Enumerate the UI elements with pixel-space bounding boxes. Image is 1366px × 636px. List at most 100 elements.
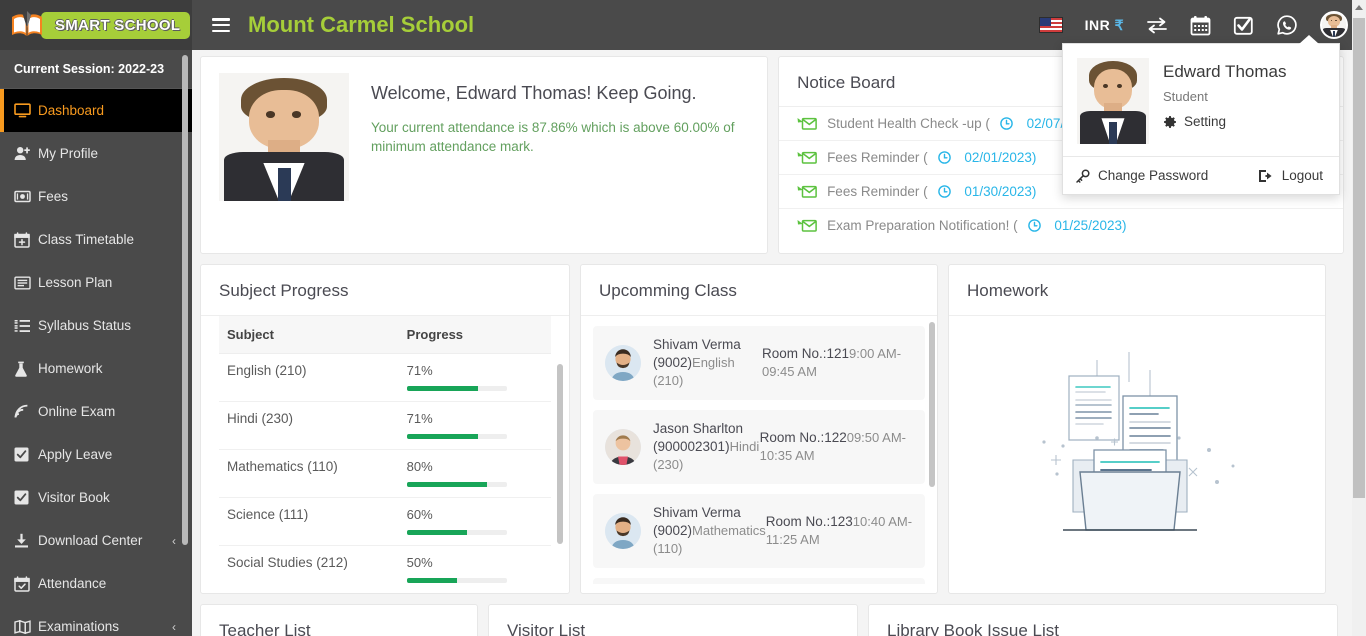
calendar-check-icon [14,575,38,592]
progress-percent: 80% [406,459,433,474]
avatar[interactable] [1320,11,1348,39]
progress-bar [406,434,507,439]
user-role: Student [1163,89,1208,104]
sidebar-item-examinations[interactable]: Examinations ‹ [0,605,192,636]
calendar-icon[interactable] [1190,15,1211,36]
notice-text: Exam Preparation Notification! ( [827,218,1018,233]
teacher-name: Shivam Verma (9002) [653,505,741,538]
setting-link[interactable]: Setting [1163,114,1286,129]
clock-icon [1027,219,1041,232]
scroll-up-arrow-icon[interactable] [1355,5,1363,10]
subject-name: Science (111) [219,497,399,546]
menu-toggle-icon[interactable] [212,18,230,32]
chevron-left-icon: ‹ [172,619,176,634]
sidebar-item-my-profile[interactable]: My Profile [0,132,192,175]
upcoming-class-item[interactable]: Shivam Verma (9002)Mathematics (110) Room… [593,494,925,568]
upcoming-class-panel: Upcomming Class Shivam Verma (9002)Engli… [580,264,938,594]
clock-icon [937,185,951,198]
teacher-avatar [605,513,641,549]
subject-name: English (210) [219,353,399,402]
change-password-label: Change Password [1098,168,1209,183]
dropdown-arrow [1299,35,1319,44]
change-password-link[interactable]: Change Password [1075,168,1208,183]
book-open-icon [14,619,38,634]
sidebar-nav: Dashboard My Profile Fees Class Timetable Le… [0,89,192,636]
sidebar-item-dashboard[interactable]: Dashboard [0,89,192,132]
envelope-icon [797,184,817,199]
sidebar-item-label: Syllabus Status [38,318,132,333]
progress-bar [406,578,507,583]
task-check-icon[interactable] [1233,15,1254,36]
notice-item[interactable]: Fees Reminder ( 01/30/2023) [779,175,1343,209]
attendance-message: Your current attendance is 87.86% which … [371,120,735,154]
sidebar-item-label: Visitor Book [38,490,110,505]
sidebar-item-syllabus-status[interactable]: Syllabus Status [0,304,192,347]
subject-name: Mathematics (110) [219,449,399,498]
check-square-icon [14,447,38,462]
progress-bar [406,482,507,487]
logout-link[interactable]: Logout [1258,168,1323,183]
logout-icon [1258,169,1274,183]
current-session: Current Session: 2022-23 [0,50,192,89]
sidebar-item-label: Fees [38,189,69,204]
sidebar: SMART SCHOOL Current Session: 2022-23 Da… [0,0,192,636]
subject-progress-panel: Subject Progress Subject Progress English… [200,264,570,594]
sidebar-scrollbar[interactable] [182,55,188,545]
gear-icon [1163,115,1177,129]
notice-text: Fees Reminder ( [827,150,928,165]
language-flag-icon[interactable] [1038,17,1063,33]
student-photo [219,73,349,201]
notice-text: Student Health Check -up ( [827,116,990,131]
page-scrollbar[interactable] [1352,0,1366,636]
teacher-name: Jason Sharlton (900002301) [653,421,744,454]
progress-percent: 60% [406,507,433,522]
sidebar-item-homework[interactable]: Homework [0,347,192,390]
table-row: Science (111) 60% [219,497,551,546]
currency-selector[interactable]: INR ₹ [1085,17,1124,34]
notice-list: Student Health Check -up ( 02/07/2023) Fe… [779,107,1343,242]
progress-percent: 71% [406,411,433,426]
sidebar-item-apply-leave[interactable]: Apply Leave [0,433,192,476]
upcoming-class-item[interactable]: Shivam Verma (9002)English (210) Room No.… [593,326,925,400]
teacher-name: Shivam Verma (9002) [653,337,741,370]
logo[interactable]: SMART SCHOOL [0,0,192,50]
subject-progress-table: Subject Progress English (210) 71% Hindi (2… [219,316,551,584]
sidebar-item-attendance[interactable]: Attendance [0,562,192,605]
sidebar-item-fees[interactable]: Fees [0,175,192,218]
sidebar-item-download-center[interactable]: Download Center ‹ [0,519,192,562]
rss-icon [14,404,38,419]
notice-date: 01/25/2023) [1050,218,1127,233]
currency-symbol: ₹ [1114,16,1124,33]
sidebar-item-label: My Profile [38,146,99,161]
envelope-icon [797,116,817,131]
progress-percent: 50% [406,555,433,570]
currency-code: INR [1084,17,1111,33]
sidebar-item-online-exam[interactable]: Online Exam [0,390,192,433]
class-subject: English (210) [653,355,735,388]
library-book-issue-list-title: Library Book Issue List [887,621,1059,636]
whatsapp-icon[interactable] [1276,14,1298,36]
upcoming-class-item[interactable]: Jason Sharlton (900002301)Room No.:12111… [593,578,925,584]
class-time: 10:40 AM-11:25 AM [765,514,913,547]
logo-text: SMART SCHOOL [55,16,181,34]
upcoming-class-scrollbar[interactable] [929,322,935,487]
sidebar-item-label: Class Timetable [38,232,135,247]
subject-progress-scrollbar[interactable] [557,364,563,544]
sidebar-item-lesson-plan[interactable]: Lesson Plan [0,261,192,304]
notice-date: 01/30/2023) [960,184,1037,199]
class-time: 9:00 AM-09:45 AM [761,346,902,379]
sidebar-item-visitor-book[interactable]: Visitor Book [0,476,192,519]
page-scrollbar-thumb[interactable] [1353,18,1365,498]
sidebar-item-label: Homework [38,361,103,376]
notice-item[interactable]: Exam Preparation Notification! ( 01/25/2… [779,209,1343,242]
notice-date: 02/01/2023) [960,150,1037,165]
sidebar-item-class-timetable[interactable]: Class Timetable [0,218,192,261]
upcoming-class-item[interactable]: Jason Sharlton (900002301)Hindi (230) Roo… [593,410,925,484]
notice-item[interactable]: Fees Reminder ( 02/01/2023) [779,141,1343,175]
logout-label: Logout [1281,168,1323,183]
topbar: Mount Carmel School INR ₹ [192,0,1366,50]
class-subject: Hindi (230) [653,439,760,472]
exchange-icon[interactable] [1146,16,1168,34]
room-number: Room No.:122 [759,430,847,445]
progress-bar [406,386,507,391]
